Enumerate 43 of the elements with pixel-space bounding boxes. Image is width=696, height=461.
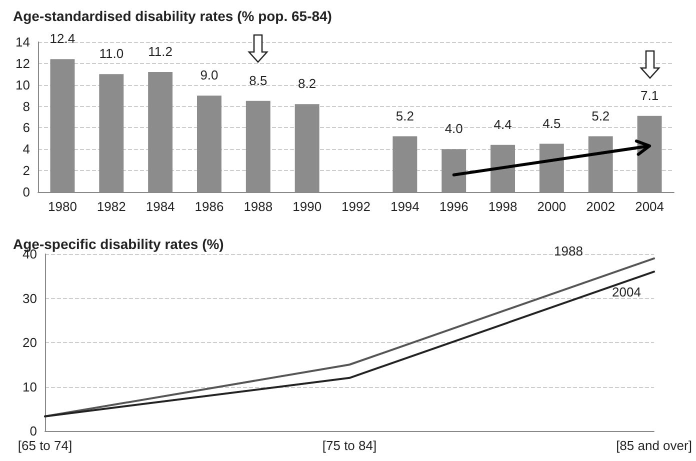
y-tick-label: 2	[22, 163, 30, 178]
data-label: 11.2	[148, 44, 172, 59]
x-tick-label: 1980	[48, 199, 77, 214]
data-label: 8.2	[298, 76, 316, 92]
y-tick-label: 0	[30, 424, 37, 438]
y-tick-label: 10	[16, 77, 30, 92]
series-label: 2004	[612, 284, 641, 300]
x-tick-label: 1986	[194, 199, 224, 214]
data-label: 4.0	[444, 121, 463, 136]
x-tick-label: 1992	[342, 199, 370, 214]
x-tick-label: 1984	[146, 199, 175, 214]
x-tick-label: 1988	[244, 199, 273, 214]
data-label: 12.4	[50, 31, 76, 46]
data-label: 8.5	[249, 72, 268, 88]
x-tick-label: 1982	[96, 199, 126, 214]
x-tick-label: 1990	[292, 199, 322, 214]
y-tick-label: 10	[22, 379, 37, 394]
data-label: 9.0	[200, 68, 218, 83]
data-label: 5.2	[592, 108, 610, 124]
x-tick-label: 1994	[390, 199, 420, 214]
y-tick-label: 6	[22, 120, 30, 136]
x-tick-label: [75 to 84]	[322, 438, 377, 453]
data-label: 11.0	[99, 46, 124, 62]
chart-title: Age-standardised disability rates (% pop. 65-84)	[13, 8, 332, 24]
x-tick-label: 2004	[635, 199, 664, 214]
y-tick-label: 12	[16, 56, 30, 71]
x-tick-label: [65 to 74]	[18, 438, 72, 453]
y-tick-label: 0	[22, 184, 30, 200]
data-label: 5.2	[396, 108, 414, 124]
data-label: 7.1	[640, 88, 659, 103]
x-tick-label: 1996	[439, 199, 468, 214]
y-tick-label: 8	[22, 98, 30, 114]
y-tick-label: 30	[22, 290, 37, 306]
x-tick-label: 2000	[537, 199, 566, 214]
y-tick-label: 14	[16, 34, 30, 50]
y-tick-label: 20	[22, 335, 37, 350]
data-label: 4.4	[494, 116, 512, 132]
x-tick-label: 2002	[586, 199, 616, 214]
y-tick-label: 4	[22, 142, 30, 157]
series-label: 1988	[554, 243, 583, 258]
x-tick-label: [85 and over]	[616, 438, 692, 453]
data-label: 4.5	[542, 116, 561, 131]
x-tick-label: 1998	[488, 199, 518, 214]
